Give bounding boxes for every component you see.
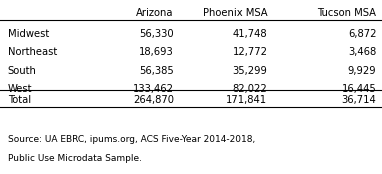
Text: 133,462: 133,462 (133, 84, 174, 94)
Text: 41,748: 41,748 (233, 29, 267, 39)
Text: Tucson MSA: Tucson MSA (317, 8, 376, 18)
Text: 56,385: 56,385 (139, 66, 174, 76)
Text: 56,330: 56,330 (139, 29, 174, 39)
Text: Northeast: Northeast (8, 48, 57, 57)
Text: South: South (8, 66, 37, 76)
Text: 18,693: 18,693 (139, 48, 174, 57)
Text: Source: UA EBRC, ipums.org, ACS Five-Year 2014-2018,: Source: UA EBRC, ipums.org, ACS Five-Yea… (8, 135, 255, 144)
Text: Public Use Microdata Sample.: Public Use Microdata Sample. (8, 154, 142, 163)
Text: 6,872: 6,872 (348, 29, 376, 39)
Text: 35,299: 35,299 (233, 66, 267, 76)
Text: Total: Total (8, 95, 31, 105)
Text: West: West (8, 84, 32, 94)
Text: Arizona: Arizona (136, 8, 174, 18)
Text: 12,772: 12,772 (232, 48, 267, 57)
Text: 264,870: 264,870 (133, 95, 174, 105)
Text: 9,929: 9,929 (348, 66, 376, 76)
Text: 36,714: 36,714 (342, 95, 376, 105)
Text: 82,022: 82,022 (233, 84, 267, 94)
Text: Midwest: Midwest (8, 29, 49, 39)
Text: 3,468: 3,468 (348, 48, 376, 57)
Text: Phoenix MSA: Phoenix MSA (203, 8, 267, 18)
Text: 171,841: 171,841 (226, 95, 267, 105)
Text: 16,445: 16,445 (342, 84, 376, 94)
